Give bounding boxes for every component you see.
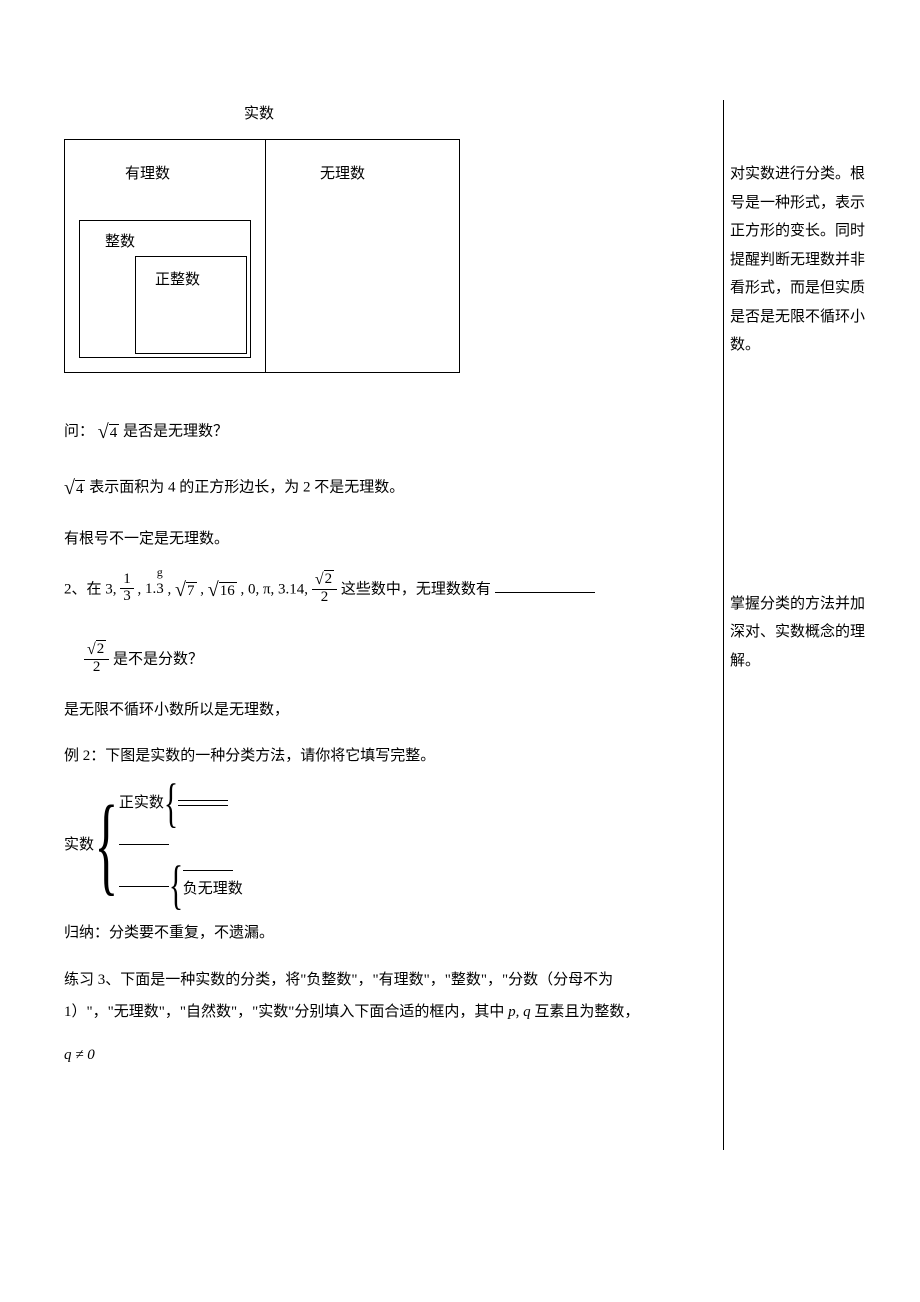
frac-num: 1 [120, 572, 134, 589]
frac-den-2b: 2 [84, 660, 109, 676]
frac-den: 3 [120, 589, 134, 605]
cls-row-2 [119, 844, 243, 845]
label-positive-integer: 正整数 [155, 266, 200, 295]
main-column: 实数 有理数 无理数 整数 正整数 问： √4 是否是无理数？ √4 表示面积为… [64, 100, 704, 1087]
cls-pos-label: 正实数 [119, 789, 164, 818]
radicand-2: 2 [324, 570, 335, 588]
q1-prefix: 问： [64, 423, 94, 439]
recurring-1-3: g 1.3 [145, 575, 164, 604]
classification-tree: 实数 { 正实数 { { [64, 781, 704, 910]
question-3: √2 2 是不是分数？ [64, 643, 704, 678]
classification-diagram: 有理数 无理数 整数 正整数 [64, 139, 460, 373]
frac-den-2: 2 [312, 590, 337, 606]
q2-mid: , 0, π, 3.14, [240, 581, 311, 597]
cls-sub-1 [178, 800, 228, 806]
ex3-c: 互素且为整数， [534, 1004, 639, 1020]
radicand-16: 16 [219, 582, 237, 600]
radicand-7: 7 [186, 582, 197, 600]
cls-neg-label: 负无理数 [183, 875, 243, 904]
q3-tail: 是不是分数？ [113, 652, 203, 668]
fill-blank[interactable] [119, 844, 169, 845]
fraction-sqrt2-2-b: √2 2 [84, 641, 109, 676]
example-2: 例 2：下图是实数的一种分类方法，请你将它填写完整。 [64, 742, 704, 771]
answer-1: √4 表示面积为 4 的正方形边长，为 2 不是无理数。 [64, 469, 704, 507]
exercise-3-cond: q ≠ 0 [64, 1041, 704, 1070]
sqrt-2-icon: √2 [87, 641, 106, 659]
recurring-dot-icon: g [157, 561, 163, 584]
brace-icon: { [95, 798, 119, 892]
answer-blank[interactable] [495, 592, 595, 593]
sqrt-4-icon: √4 [64, 469, 85, 507]
sqrt-4-icon: √4 [98, 413, 119, 451]
ex3-b: 1）"，"无理数"，"自然数"，"实数"分别填入下面合适的框内，其中 [64, 1004, 508, 1020]
page: 实数 有理数 无理数 整数 正整数 问： √4 是否是无理数？ √4 表示面积为… [0, 0, 920, 1302]
answer-3: 是无限不循环小数所以是无理数， [64, 696, 704, 725]
frac-num-sqrt2-b: √2 [84, 641, 109, 660]
sqrt-7-icon: √7 [175, 571, 196, 609]
fraction-sqrt2-2: √2 2 [312, 571, 337, 606]
frac-num-sqrt2: √2 [312, 571, 337, 590]
radicand-2b: 2 [96, 640, 107, 658]
label-integer: 整数 [105, 228, 135, 257]
fraction-1-3: 1 3 [120, 572, 134, 605]
a1-tail: 表示面积为 4 的正方形边长，为 2 不是无理数。 [89, 479, 404, 495]
cls-root-label: 实数 [64, 831, 94, 860]
cls-row-3: { 负无理数 [119, 863, 243, 909]
sqrt-16-icon: √16 [208, 571, 237, 609]
fill-blank[interactable] [178, 800, 228, 801]
diagram-title: 实数 [64, 100, 704, 129]
fill-blank[interactable] [183, 870, 233, 871]
question-1: 问： √4 是否是无理数？ [64, 413, 704, 451]
label-irrational: 无理数 [320, 160, 365, 189]
cls-row-1: 正实数 { [119, 781, 243, 827]
fill-blank[interactable] [119, 886, 169, 887]
q2-tail: 这些数中，无理数数有 [341, 581, 491, 597]
radicand-4: 4 [109, 424, 120, 442]
brace-icon: { [164, 781, 178, 827]
side-note-1: 对实数进行分类。根号是一种形式，表示正方形的变长。同时提醒判断无理数并非看形式，… [730, 160, 865, 360]
brace-icon: { [169, 863, 183, 909]
cls-rows: 正实数 { { 负无理数 [119, 781, 243, 910]
exercise-3-line2: 1）"，"无理数"，"自然数"，"实数"分别填入下面合适的框内，其中 p, q … [64, 998, 704, 1027]
note-1: 有根号不一定是无理数。 [64, 525, 704, 554]
side-column: 对实数进行分类。根号是一种形式，表示正方形的变长。同时提醒判断无理数并非看形式，… [723, 100, 865, 1150]
diagram-divider [265, 140, 266, 372]
label-rational: 有理数 [125, 160, 170, 189]
side-note-2: 掌握分类的方法并加深对、实数概念的理解。 [730, 590, 865, 676]
pq-var: p, q [508, 1004, 531, 1020]
radicand-4b: 4 [75, 480, 86, 498]
q1-tail: 是否是无理数？ [123, 423, 228, 439]
q2-prefix: 2、在 3, [64, 581, 120, 597]
fill-blank[interactable] [178, 805, 228, 806]
q-neq-0: q ≠ 0 [64, 1047, 95, 1063]
question-2: 2、在 3, 1 3 , g 1.3 , √7 , √16 , 0, π, 3.… [64, 571, 704, 609]
exercise-3-line1: 练习 3、下面是一种实数的分类，将"负整数"，"有理数"，"整数"，"分数（分母… [64, 966, 704, 995]
cls-sub-3: 负无理数 [183, 870, 243, 904]
summary: 归纳：分类要不重复，不遗漏。 [64, 919, 704, 948]
sqrt-2-icon: √2 [315, 571, 334, 589]
